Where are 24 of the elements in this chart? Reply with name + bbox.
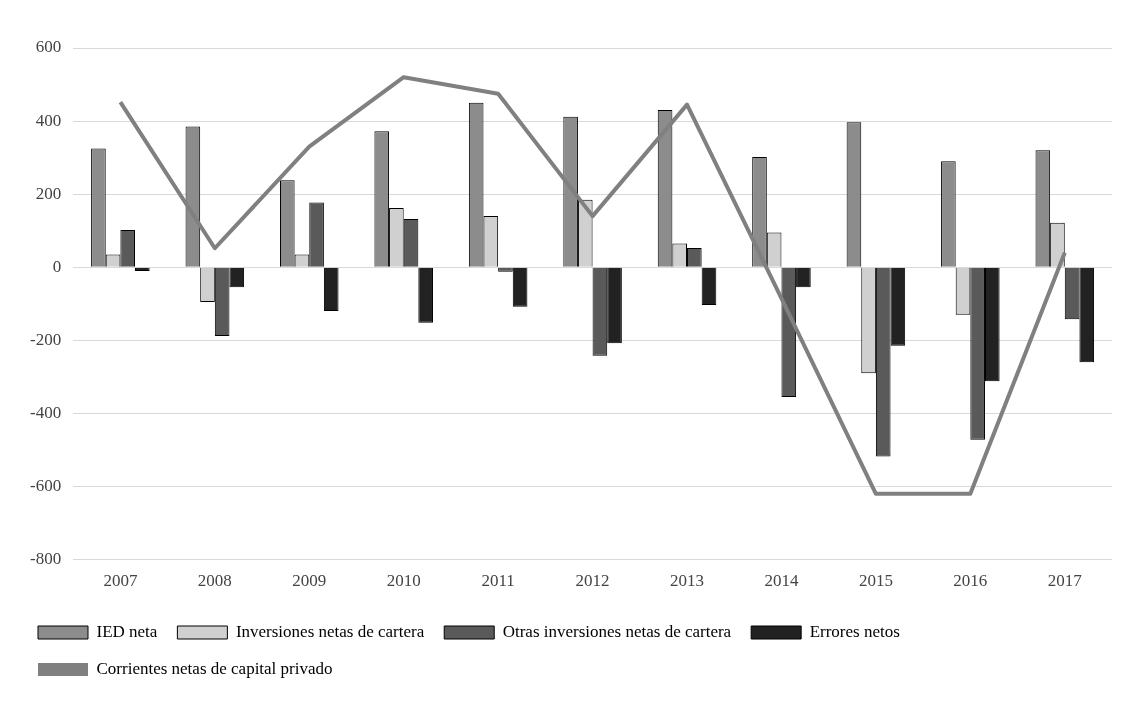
x-tick-label: 2016 <box>953 571 988 591</box>
x-tick-label: 2009 <box>292 571 327 591</box>
legend-label: Errores netos <box>809 621 900 641</box>
legend-label: IED neta <box>96 621 158 641</box>
legend-label: Inversiones netas de cartera <box>235 621 425 641</box>
y-tick-label: -400 <box>29 402 62 422</box>
y-tick-label: 400 <box>35 110 62 130</box>
y-tick-label: 200 <box>35 183 62 203</box>
y-tick-label: -600 <box>29 475 62 495</box>
y-tick-label: 600 <box>35 37 62 57</box>
x-tick-label: 2011 <box>481 571 515 591</box>
x-tick-label: 2007 <box>103 571 138 591</box>
x-tick-label: 2012 <box>575 571 610 591</box>
x-tick-label: 2010 <box>386 571 421 591</box>
y-tick-label: 0 <box>52 256 62 276</box>
x-tick-label: 2015 <box>858 571 893 591</box>
x-tick-label: 2013 <box>670 571 705 591</box>
y-tick-label: -200 <box>29 329 62 349</box>
legend-label: Otras inversiones netas de cartera <box>502 621 732 641</box>
x-tick-label: 2017 <box>1047 571 1083 591</box>
y-tick-label: -800 <box>29 549 62 569</box>
legend-label: Corrientes netas de capital privado <box>96 658 333 678</box>
x-tick-label: 2008 <box>197 571 232 591</box>
x-tick-label: 2014 <box>764 571 799 591</box>
